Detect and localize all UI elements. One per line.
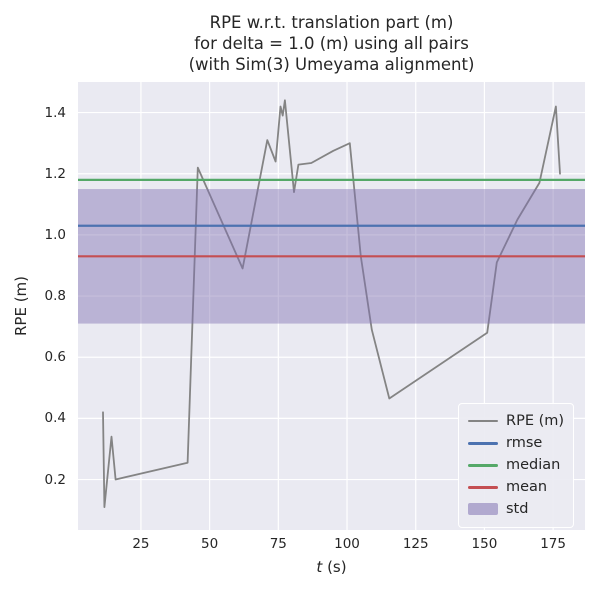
x-tick-label: 150 <box>471 536 498 552</box>
rpe-line <box>102 99 561 509</box>
legend-entry: mean <box>468 476 564 498</box>
x-tick-label: 175 <box>540 536 566 552</box>
band-swatch-icon <box>468 503 498 515</box>
y-tick-label: 0.2 <box>44 471 66 488</box>
title-line-1: RPE w.r.t. translation part (m) <box>209 13 454 32</box>
y-tick-label: 0.6 <box>44 349 66 366</box>
legend-entry: std <box>468 498 564 520</box>
chart-svg <box>78 82 585 530</box>
y-tick-label: 0.8 <box>44 288 66 305</box>
line-swatch-icon <box>468 485 498 489</box>
legend-label: std <box>506 501 529 517</box>
y-tick-label: 1.2 <box>44 165 66 182</box>
legend-label: median <box>506 457 561 473</box>
y-tick-label: 1.4 <box>44 104 66 121</box>
y-tick-label: 1.0 <box>44 226 66 243</box>
x-tick-label: 100 <box>334 536 360 552</box>
legend: RPE (m) rmse median mean std <box>458 403 574 528</box>
y-tick-label: 0.4 <box>44 410 66 427</box>
legend-entry: RPE (m) <box>468 410 564 432</box>
legend-entry: median <box>468 454 564 476</box>
title-line-2: for delta = 1.0 (m) using all pairs <box>194 34 469 53</box>
x-axis-variable: t <box>316 558 323 576</box>
x-tick-label: 125 <box>402 536 429 552</box>
y-axis-label: RPE (m) <box>12 275 30 337</box>
legend-label: mean <box>506 479 548 495</box>
x-axis-label: t (s) <box>316 558 347 576</box>
legend-swatch-rpe-m- <box>468 420 498 422</box>
legend-label: rmse <box>506 435 543 451</box>
x-tick-label: 25 <box>132 536 150 552</box>
legend-swatch-mean <box>468 485 498 489</box>
plot-area <box>78 82 585 530</box>
legend-swatch-std <box>468 503 498 515</box>
legend-swatch-rmse <box>468 441 498 445</box>
x-tick-label: 50 <box>201 536 219 552</box>
line-swatch-icon <box>468 463 498 467</box>
legend-label: RPE (m) <box>506 413 565 429</box>
legend-swatch-median <box>468 463 498 467</box>
x-tick-label: 75 <box>269 536 287 552</box>
line-swatch-icon <box>468 441 498 445</box>
title-line-3: (with Sim(3) Umeyama alignment) <box>188 55 475 74</box>
chart-title: RPE w.r.t. translation part (m) for delt… <box>78 12 585 75</box>
legend-entry: rmse <box>468 432 564 454</box>
line-swatch-icon <box>468 420 498 422</box>
